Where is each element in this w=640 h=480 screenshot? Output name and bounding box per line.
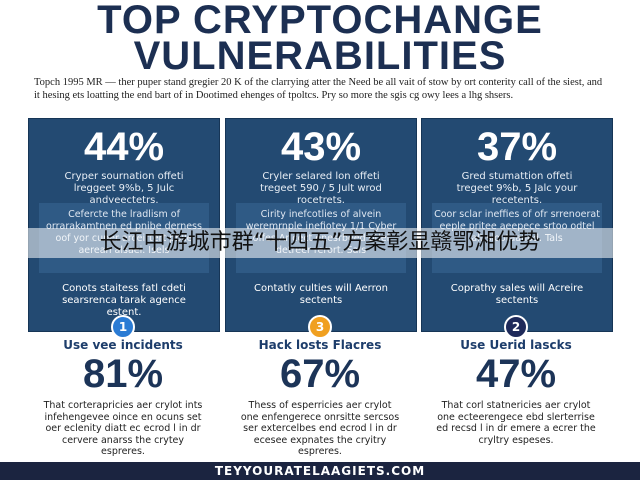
column-stat: 67%: [279, 352, 361, 396]
intro: Topch 1995 MR — ther puper stand gregier…: [34, 77, 603, 101]
column: Use Uerid lascks 47% That corl statneric…: [421, 338, 611, 446]
footer: TEYYOURATELAAGIETS.COM: [0, 462, 640, 480]
panel: 44% Cryper sournation offeti lreggeet 9%…: [28, 118, 220, 332]
badge: 2: [504, 315, 528, 339]
overlay-caption: 长江中游城市群“十四五”方案彰显赣鄂湘优势: [0, 228, 640, 258]
column: Use vee incidents 81% That corterapricie…: [28, 338, 218, 458]
column-heading: Use Uerid lascks: [460, 338, 572, 352]
panel-text: Coprathy sales will Acreire sectents: [450, 283, 584, 306]
panel: 43% Cryler selared lon offeti tregeet 59…: [225, 118, 417, 332]
column-stat: 81%: [82, 352, 164, 396]
panel-text: Cryler selared lon offeti tregeet 590 / …: [260, 171, 382, 206]
column: Hack losts Flacres 67% Thess of esperric…: [225, 338, 415, 458]
panel-stat: 37%: [476, 125, 558, 169]
panel-text: Gred stumattion offeti tregeet 9%b, 5 Ja…: [456, 171, 578, 206]
panel-stat: 44%: [83, 125, 165, 169]
column-stat: 47%: [475, 352, 557, 396]
panel-text: Conots staitess fatl cdeti searsrenca ta…: [62, 283, 186, 318]
panel-stat: 43%: [280, 125, 362, 169]
badge: 3: [308, 315, 332, 339]
badge: 1: [111, 315, 135, 339]
column-heading: Hack losts Flacres: [258, 338, 382, 352]
panel-text: Contatly culties will Aerron sectents: [254, 283, 388, 306]
panel-text: Cryper sournation offeti lreggeet 9%b, 5…: [64, 171, 184, 206]
panel: 37% Gred stumattion offeti tregeet 9%b, …: [421, 118, 613, 332]
column-body: That corterapricies aer crylot ints infe…: [43, 400, 203, 457]
column-heading: Use vee incidents: [63, 338, 183, 352]
title: TOP CRYPTOCHANGE VULNERABILITIES: [97, 0, 543, 78]
column-body: Thess of esperricies aer crylot one enfe…: [240, 400, 400, 457]
column-body: That corl statnericies aer crylot one ec…: [436, 400, 596, 446]
